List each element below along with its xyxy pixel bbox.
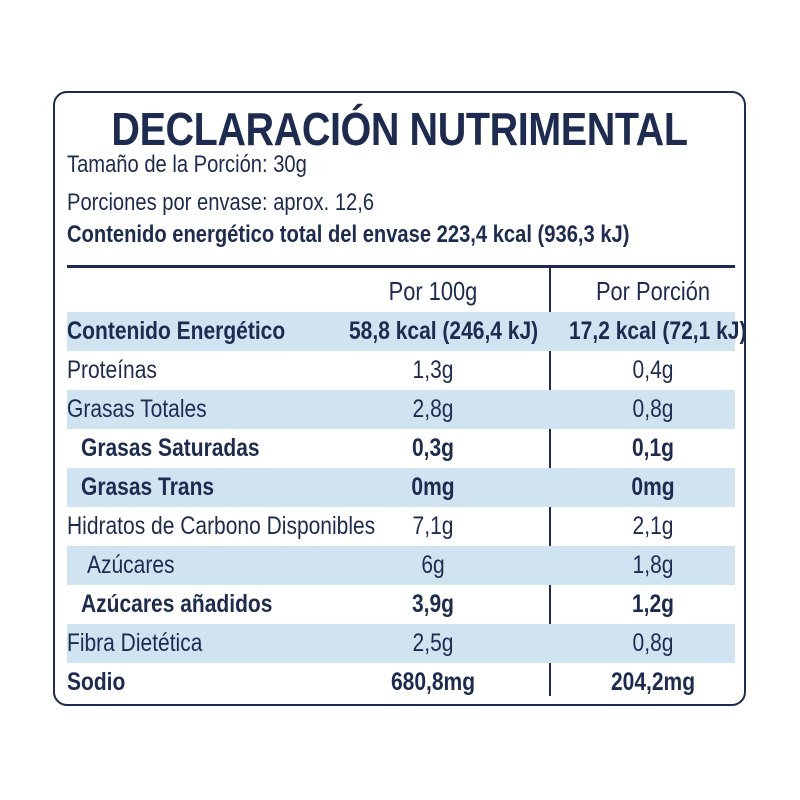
- table-row: Azúcares añadidos 3,9g 1,2g: [67, 585, 735, 624]
- table-row: Azúcares 6g 1,8g: [67, 546, 735, 585]
- table-row: Proteínas 1,3g 0,4g: [67, 351, 735, 390]
- nutrient-name: Contenido Energético: [67, 317, 286, 345]
- serving-size: Tamaño de la Porción: 30g: [67, 151, 307, 178]
- column-header-per-100g: Por 100g: [388, 276, 478, 306]
- nutrient-name: Sodio: [67, 668, 126, 696]
- value-per-serving: 1,8g: [632, 551, 674, 579]
- value-per-100g: 680,8mg: [390, 668, 476, 696]
- label-title: DECLARACIÓN NUTRIMENTAL: [111, 103, 688, 155]
- nutrient-name: Hidratos de Carbono Disponibles: [67, 512, 376, 540]
- value-per-serving: 0,1g: [631, 434, 675, 462]
- nutrient-name: Grasas Trans: [81, 473, 215, 501]
- nutrient-name: Azúcares añadidos: [81, 590, 273, 618]
- value-per-100g: 0mg: [411, 473, 455, 501]
- nutrient-table: Contenido Energético 58,8 kcal (246,4 kJ…: [67, 312, 746, 702]
- table-row: Fibra Dietética 2,5g 0,8g: [67, 624, 735, 663]
- value-per-100g: 3,9g: [411, 590, 455, 618]
- value-per-100g: 2,5g: [412, 629, 454, 657]
- value-per-100g: 6g: [421, 551, 445, 579]
- value-per-serving: 0,4g: [632, 356, 674, 384]
- total-energy: Contenido energético total del envase 22…: [67, 221, 630, 248]
- table-row: Grasas Saturadas 0,3g 0,1g: [67, 429, 735, 468]
- nutrient-name: Grasas Totales: [67, 395, 207, 423]
- nutrition-label: DECLARACIÓN NUTRIMENTAL Tamaño de la Por…: [53, 91, 746, 706]
- table-row: Contenido Energético 58,8 kcal (246,4 kJ…: [67, 312, 746, 351]
- table-row: Grasas Totales 2,8g 0,8g: [67, 390, 735, 429]
- value-per-serving: 0,8g: [632, 395, 674, 423]
- value-per-serving: 2,1g: [632, 512, 674, 540]
- nutrient-name: Azúcares: [87, 551, 175, 579]
- value-per-serving: 0mg: [631, 473, 675, 501]
- value-per-100g: 58,8 kcal (246,4 kJ): [349, 317, 539, 345]
- table-row: Hidratos de Carbono Disponibles 7,1g 2,1…: [67, 507, 735, 546]
- value-per-100g: 0,3g: [411, 434, 455, 462]
- value-per-serving: 17,2 kcal (72,1 kJ): [569, 317, 746, 345]
- value-per-100g: 2,8g: [412, 395, 454, 423]
- value-per-serving: 1,2g: [631, 590, 675, 618]
- table-row: Grasas Trans 0mg 0mg: [67, 468, 735, 507]
- value-per-serving: 204,2mg: [610, 668, 696, 696]
- value-per-serving: 0,8g: [632, 629, 674, 657]
- column-header-per-serving: Por Porción: [595, 276, 711, 306]
- table-row: Sodio 680,8mg 204,2mg: [67, 663, 735, 702]
- header-divider: [67, 265, 735, 268]
- nutrient-name: Proteínas: [67, 356, 157, 384]
- nutrient-name: Fibra Dietética: [67, 629, 203, 657]
- servings-per-container: Porciones por envase: aprox. 12,6: [67, 189, 375, 216]
- nutrient-name: Grasas Saturadas: [81, 434, 260, 462]
- value-per-100g: 7,1g: [412, 512, 454, 540]
- value-per-100g: 1,3g: [412, 356, 454, 384]
